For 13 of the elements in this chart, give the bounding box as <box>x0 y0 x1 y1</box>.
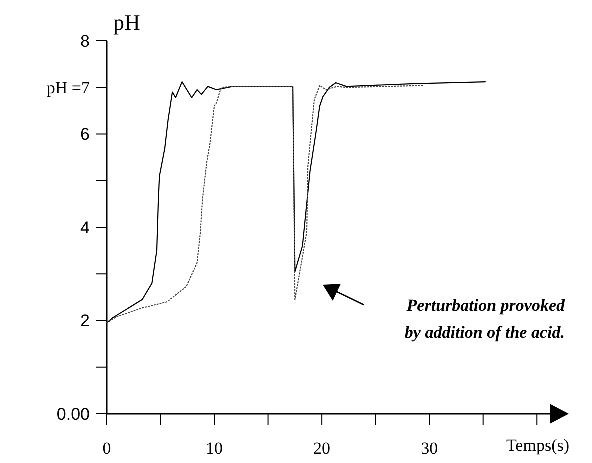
x-tick-label: 0 <box>102 439 112 458</box>
y-tick-label: 4 <box>80 218 90 238</box>
y-tick-label: pH =7 <box>46 78 90 98</box>
x-axis-title: Temps(s) <box>506 436 570 455</box>
y-tick-label: 8 <box>80 32 90 51</box>
x-tick-label: 10 <box>206 439 224 458</box>
y-tick-label: 2 <box>80 312 90 331</box>
y-axis-title: pH <box>114 10 141 35</box>
y-tick-label: 6 <box>80 125 90 144</box>
x-tick-label: 30 <box>421 439 438 458</box>
y-tick-label: 0.00 <box>56 404 90 424</box>
annotation: Perturbation provoked by addition of the acid. <box>404 296 566 342</box>
x-tick-label: 20 <box>314 439 331 458</box>
